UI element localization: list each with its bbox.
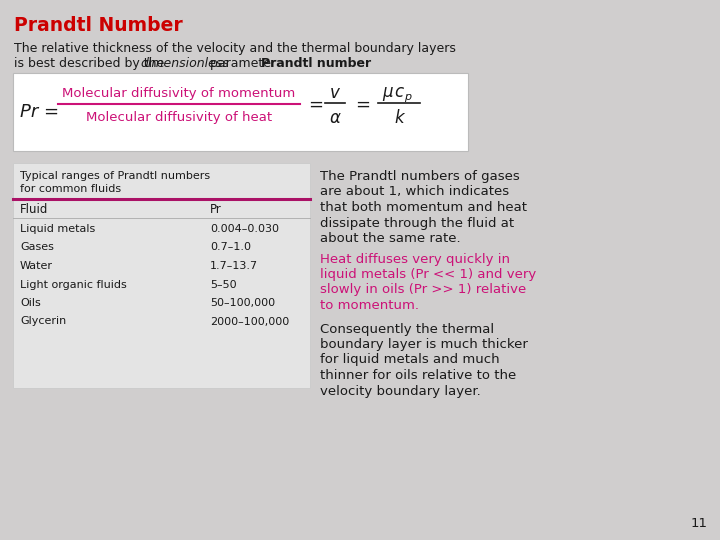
Text: 0.004–0.030: 0.004–0.030 — [210, 224, 279, 234]
Text: Gases: Gases — [20, 242, 54, 253]
Text: about the same rate.: about the same rate. — [320, 232, 461, 245]
Text: p: p — [404, 92, 411, 102]
Text: velocity boundary layer.: velocity boundary layer. — [320, 384, 481, 397]
Text: Liquid metals: Liquid metals — [20, 224, 95, 234]
Text: 50–100,000: 50–100,000 — [210, 298, 275, 308]
Text: α: α — [330, 109, 341, 127]
Text: for common fluids: for common fluids — [20, 184, 121, 194]
Text: 2000–100,000: 2000–100,000 — [210, 316, 289, 327]
Text: Fluid: Fluid — [20, 203, 48, 216]
Text: c: c — [394, 83, 403, 101]
Text: Light organic fluids: Light organic fluids — [20, 280, 127, 289]
Text: thinner for oils relative to the: thinner for oils relative to the — [320, 369, 516, 382]
Text: =: = — [355, 96, 370, 114]
Text: boundary layer is much thicker: boundary layer is much thicker — [320, 338, 528, 351]
Text: Pr =: Pr = — [20, 103, 65, 121]
Text: Water: Water — [20, 261, 53, 271]
Text: 11: 11 — [691, 517, 708, 530]
Text: 0.7–1.0: 0.7–1.0 — [210, 242, 251, 253]
Text: dissipate through the fluid at: dissipate through the fluid at — [320, 217, 514, 230]
Text: Heat diffuses very quickly in: Heat diffuses very quickly in — [320, 253, 510, 266]
Text: slowly in oils (Pr >> 1) relative: slowly in oils (Pr >> 1) relative — [320, 284, 526, 296]
Text: Molecular diffusivity of heat: Molecular diffusivity of heat — [86, 111, 272, 124]
Text: k: k — [394, 109, 404, 127]
Text: Molecular diffusivity of momentum: Molecular diffusivity of momentum — [63, 86, 296, 99]
Text: to momentum.: to momentum. — [320, 299, 419, 312]
Text: parameter: parameter — [206, 57, 280, 70]
Text: Oils: Oils — [20, 298, 41, 308]
Text: Glycerin: Glycerin — [20, 316, 66, 327]
Text: for liquid metals and much: for liquid metals and much — [320, 354, 500, 367]
Text: Consequently the thermal: Consequently the thermal — [320, 322, 494, 335]
Text: Prandtl number: Prandtl number — [261, 57, 372, 70]
Text: liquid metals (Pr << 1) and very: liquid metals (Pr << 1) and very — [320, 268, 536, 281]
Bar — [13, 73, 468, 151]
Text: that both momentum and heat: that both momentum and heat — [320, 201, 527, 214]
Text: are about 1, which indicates: are about 1, which indicates — [320, 186, 509, 199]
Text: v: v — [330, 84, 340, 102]
Text: μ: μ — [382, 83, 392, 101]
Bar — [13, 163, 310, 388]
Text: =: = — [308, 96, 323, 114]
Text: 5–50: 5–50 — [210, 280, 237, 289]
Text: The relative thickness of the velocity and the thermal boundary layers: The relative thickness of the velocity a… — [14, 42, 456, 55]
Text: dimensionless: dimensionless — [140, 57, 229, 70]
Text: Typical ranges of Prandtl numbers: Typical ranges of Prandtl numbers — [20, 171, 210, 181]
Text: Prandtl Number: Prandtl Number — [14, 16, 183, 35]
Text: 1.7–13.7: 1.7–13.7 — [210, 261, 258, 271]
Text: The Prandtl numbers of gases: The Prandtl numbers of gases — [320, 170, 520, 183]
Text: is best described by the: is best described by the — [14, 57, 168, 70]
Text: Pr: Pr — [210, 203, 222, 216]
